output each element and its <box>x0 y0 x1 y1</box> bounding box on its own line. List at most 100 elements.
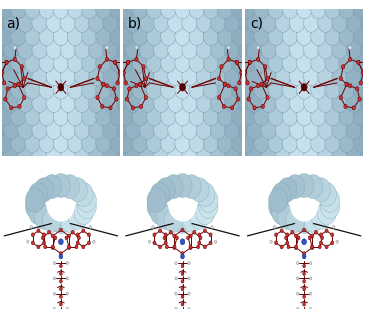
Circle shape <box>254 0 269 19</box>
Circle shape <box>60 67 76 86</box>
Circle shape <box>260 82 263 86</box>
Circle shape <box>118 60 122 64</box>
Circle shape <box>163 236 166 240</box>
Circle shape <box>46 40 61 59</box>
Circle shape <box>89 0 104 6</box>
Circle shape <box>23 77 26 81</box>
Circle shape <box>196 183 215 207</box>
Circle shape <box>39 53 54 72</box>
Circle shape <box>3 81 6 85</box>
Circle shape <box>87 233 91 237</box>
Circle shape <box>209 233 212 237</box>
Circle shape <box>175 80 190 99</box>
Circle shape <box>107 68 110 72</box>
Circle shape <box>173 245 176 249</box>
Circle shape <box>53 133 69 153</box>
Circle shape <box>282 133 297 153</box>
Circle shape <box>4 67 19 86</box>
Circle shape <box>303 252 306 255</box>
Circle shape <box>246 26 261 46</box>
Circle shape <box>125 71 128 75</box>
Circle shape <box>103 40 118 59</box>
Circle shape <box>289 0 305 6</box>
Circle shape <box>103 93 118 113</box>
Circle shape <box>180 239 185 245</box>
Circle shape <box>168 120 183 139</box>
Circle shape <box>269 188 288 212</box>
Circle shape <box>314 230 318 234</box>
Circle shape <box>275 67 291 86</box>
Circle shape <box>68 0 83 19</box>
Circle shape <box>39 80 54 99</box>
Circle shape <box>117 120 132 139</box>
Circle shape <box>59 310 62 311</box>
Circle shape <box>11 160 26 179</box>
Circle shape <box>124 0 139 19</box>
Circle shape <box>239 88 242 92</box>
Circle shape <box>231 26 247 46</box>
Circle shape <box>241 79 245 83</box>
Circle shape <box>161 53 176 72</box>
Circle shape <box>189 160 204 179</box>
Circle shape <box>224 13 240 32</box>
Circle shape <box>253 106 256 110</box>
Circle shape <box>135 46 138 49</box>
Circle shape <box>268 160 284 179</box>
Circle shape <box>246 81 249 85</box>
Circle shape <box>189 234 192 238</box>
Circle shape <box>25 0 40 19</box>
Circle shape <box>188 292 190 295</box>
Circle shape <box>42 175 61 199</box>
Circle shape <box>53 0 69 19</box>
Circle shape <box>297 236 300 240</box>
Circle shape <box>289 185 319 222</box>
Circle shape <box>120 79 124 83</box>
Circle shape <box>139 120 155 139</box>
Circle shape <box>154 147 169 166</box>
Circle shape <box>188 308 190 310</box>
Circle shape <box>25 107 40 126</box>
Circle shape <box>223 82 227 86</box>
Circle shape <box>46 93 61 113</box>
Circle shape <box>289 120 305 139</box>
Circle shape <box>359 81 362 85</box>
Circle shape <box>154 120 169 139</box>
Circle shape <box>119 79 123 83</box>
Circle shape <box>66 277 69 280</box>
Circle shape <box>275 13 291 32</box>
Circle shape <box>261 67 276 86</box>
Circle shape <box>0 107 12 126</box>
Circle shape <box>153 241 156 245</box>
Circle shape <box>114 60 117 64</box>
Circle shape <box>28 183 48 207</box>
Circle shape <box>124 80 139 99</box>
Circle shape <box>240 71 243 75</box>
Circle shape <box>254 160 269 179</box>
Circle shape <box>210 0 226 6</box>
Circle shape <box>339 95 342 100</box>
Circle shape <box>311 107 326 126</box>
Circle shape <box>26 195 45 219</box>
Circle shape <box>168 93 183 113</box>
Circle shape <box>110 0 125 19</box>
Circle shape <box>66 292 69 295</box>
Circle shape <box>353 133 365 153</box>
Circle shape <box>196 40 211 59</box>
Circle shape <box>46 0 61 6</box>
Circle shape <box>46 120 61 139</box>
Circle shape <box>196 201 215 225</box>
Circle shape <box>235 60 238 64</box>
Circle shape <box>295 210 314 234</box>
Circle shape <box>134 68 137 72</box>
Circle shape <box>76 233 79 237</box>
Circle shape <box>311 205 331 229</box>
Circle shape <box>289 93 305 113</box>
Circle shape <box>224 67 240 86</box>
Circle shape <box>96 107 111 126</box>
Circle shape <box>203 229 207 233</box>
Circle shape <box>296 80 312 99</box>
Circle shape <box>332 93 347 113</box>
Circle shape <box>239 67 254 86</box>
Circle shape <box>275 120 291 139</box>
Circle shape <box>249 79 253 83</box>
